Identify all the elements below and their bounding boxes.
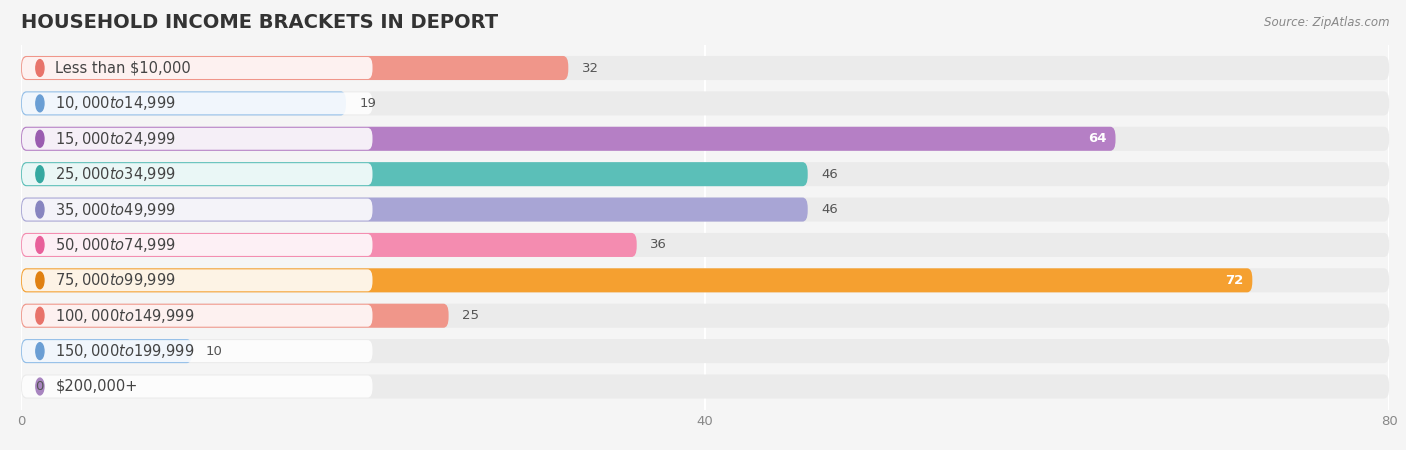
FancyBboxPatch shape (21, 298, 1389, 333)
FancyBboxPatch shape (21, 56, 568, 80)
FancyBboxPatch shape (21, 198, 1389, 221)
Circle shape (35, 237, 44, 253)
FancyBboxPatch shape (21, 50, 1389, 86)
Circle shape (35, 130, 44, 147)
FancyBboxPatch shape (21, 268, 1253, 292)
Text: $150,000 to $199,999: $150,000 to $199,999 (55, 342, 194, 360)
Circle shape (35, 166, 44, 183)
Circle shape (35, 272, 44, 289)
Text: $75,000 to $99,999: $75,000 to $99,999 (55, 271, 176, 289)
Text: 36: 36 (651, 238, 668, 252)
Text: 0: 0 (35, 380, 44, 393)
FancyBboxPatch shape (21, 263, 1389, 298)
FancyBboxPatch shape (21, 127, 1115, 151)
Text: Less than $10,000: Less than $10,000 (55, 60, 191, 76)
Text: 10: 10 (205, 345, 222, 358)
FancyBboxPatch shape (21, 86, 1389, 121)
Text: $15,000 to $24,999: $15,000 to $24,999 (55, 130, 176, 148)
FancyBboxPatch shape (22, 128, 373, 150)
FancyBboxPatch shape (21, 91, 1389, 115)
FancyBboxPatch shape (22, 340, 373, 362)
Text: 46: 46 (821, 168, 838, 180)
Text: 25: 25 (463, 309, 479, 322)
FancyBboxPatch shape (21, 374, 1389, 399)
Text: $100,000 to $149,999: $100,000 to $149,999 (55, 307, 194, 325)
FancyBboxPatch shape (21, 162, 1389, 186)
Text: 46: 46 (821, 203, 838, 216)
Circle shape (35, 343, 44, 360)
Circle shape (35, 307, 44, 324)
FancyBboxPatch shape (21, 162, 807, 186)
FancyBboxPatch shape (22, 163, 373, 185)
FancyBboxPatch shape (22, 57, 373, 79)
FancyBboxPatch shape (22, 270, 373, 291)
FancyBboxPatch shape (21, 339, 1389, 363)
Text: $25,000 to $34,999: $25,000 to $34,999 (55, 165, 176, 183)
FancyBboxPatch shape (21, 339, 193, 363)
FancyBboxPatch shape (21, 121, 1389, 157)
FancyBboxPatch shape (21, 192, 1389, 227)
FancyBboxPatch shape (21, 233, 1389, 257)
Text: HOUSEHOLD INCOME BRACKETS IN DEPORT: HOUSEHOLD INCOME BRACKETS IN DEPORT (21, 14, 498, 32)
Text: $35,000 to $49,999: $35,000 to $49,999 (55, 201, 176, 219)
FancyBboxPatch shape (21, 227, 1389, 263)
Text: 64: 64 (1088, 132, 1107, 145)
Text: 72: 72 (1226, 274, 1244, 287)
Text: Source: ZipAtlas.com: Source: ZipAtlas.com (1264, 16, 1389, 29)
Circle shape (35, 201, 44, 218)
Text: 19: 19 (360, 97, 377, 110)
FancyBboxPatch shape (21, 304, 449, 328)
Text: $200,000+: $200,000+ (55, 379, 138, 394)
FancyBboxPatch shape (22, 234, 373, 256)
FancyBboxPatch shape (21, 233, 637, 257)
FancyBboxPatch shape (21, 268, 1389, 292)
FancyBboxPatch shape (21, 56, 1389, 80)
FancyBboxPatch shape (21, 369, 1389, 404)
Text: $50,000 to $74,999: $50,000 to $74,999 (55, 236, 176, 254)
FancyBboxPatch shape (21, 304, 1389, 328)
FancyBboxPatch shape (22, 305, 373, 327)
FancyBboxPatch shape (22, 198, 373, 220)
FancyBboxPatch shape (21, 91, 346, 115)
Circle shape (35, 59, 44, 76)
Circle shape (35, 378, 44, 395)
FancyBboxPatch shape (21, 157, 1389, 192)
FancyBboxPatch shape (21, 333, 1389, 369)
Text: 32: 32 (582, 62, 599, 75)
Circle shape (35, 95, 44, 112)
FancyBboxPatch shape (21, 198, 807, 221)
FancyBboxPatch shape (22, 376, 373, 397)
Text: $10,000 to $14,999: $10,000 to $14,999 (55, 94, 176, 112)
FancyBboxPatch shape (21, 127, 1389, 151)
FancyBboxPatch shape (22, 92, 373, 114)
